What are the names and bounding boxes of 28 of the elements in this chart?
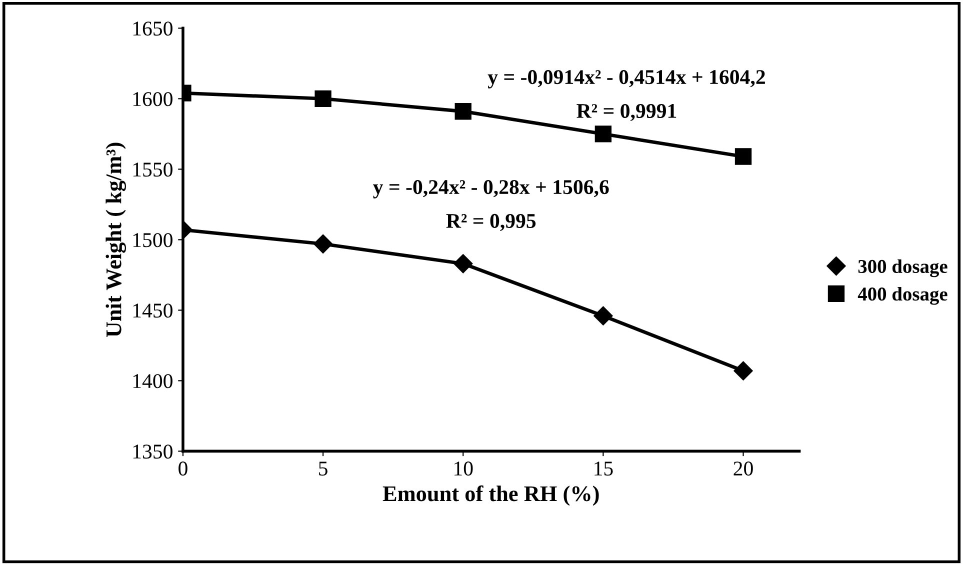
annotation: R² = 0,995	[446, 214, 536, 232]
annotation: R² = 0,9991	[576, 104, 676, 122]
point	[454, 254, 473, 274]
legend-label: 400 dosage	[858, 286, 948, 305]
y-tick-label: 1600	[133, 92, 172, 106]
y-tick-label: 1650	[133, 22, 172, 36]
x-tick-label: 0	[178, 462, 188, 476]
y-tick-label: 1350	[133, 444, 172, 459]
y-tick-label: 1450	[133, 304, 172, 318]
point	[314, 90, 332, 108]
y-tick-label: 1550	[133, 162, 172, 177]
y-tick-label: 1400	[133, 374, 172, 388]
y-tick-label: 1500	[133, 233, 172, 248]
x-tick-label: 10	[454, 462, 473, 476]
legend-label: 300 dosage	[858, 259, 948, 278]
x-tick-label: 5	[319, 462, 328, 476]
annotation: y = -0,24x² - 0,28x + 1506,6	[373, 180, 609, 198]
point	[734, 361, 753, 380]
point	[594, 306, 613, 326]
point	[594, 126, 612, 142]
x-axis-title: Emount of the RH (%)	[382, 485, 599, 506]
point	[734, 148, 752, 165]
point	[454, 103, 472, 120]
point	[314, 234, 333, 254]
x-tick-label: 15	[594, 462, 613, 476]
y-axis-title: Unit Weight ( kg/m³)	[106, 142, 126, 338]
x-tick-label: 20	[734, 462, 753, 476]
annotation: y = -0,0914x² - 0,4514x + 1604,2	[488, 70, 765, 88]
